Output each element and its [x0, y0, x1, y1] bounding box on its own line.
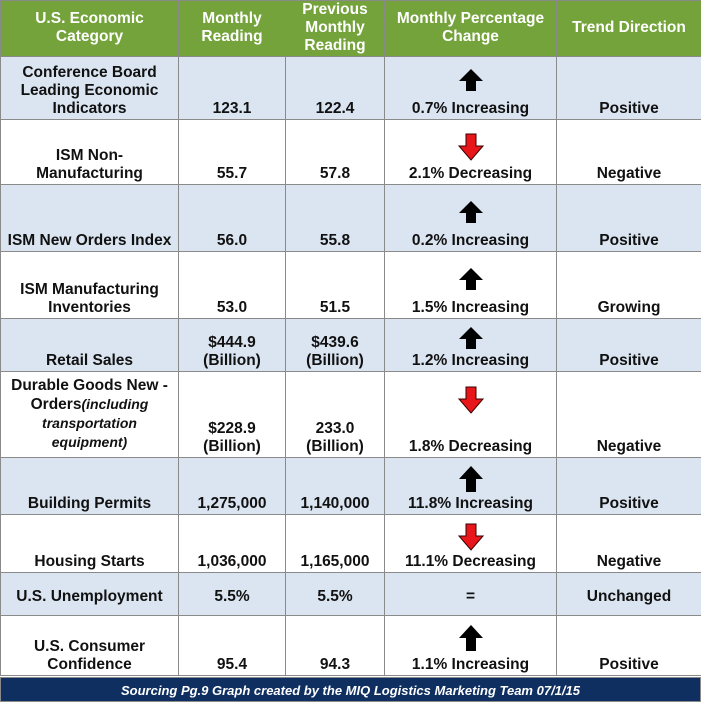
- change-text: 1.1% Increasing: [412, 656, 529, 673]
- change-cell: 0.7% Increasing: [385, 57, 557, 120]
- category-cell: U.S. Unemployment: [1, 573, 179, 616]
- change-text: 1.5% Increasing: [412, 299, 529, 316]
- footer-credit: Sourcing Pg.9 Graph created by the MIQ L…: [0, 677, 701, 702]
- table-row: Housing Starts 1,036,000 1,165,000 11.1%…: [1, 515, 701, 573]
- change-cell: 1.5% Increasing: [385, 252, 557, 319]
- monthly-cell: 55.7: [179, 120, 286, 185]
- trend-cell: Negative: [557, 515, 701, 573]
- monthly-cell: 53.0: [179, 252, 286, 319]
- change-cell: 1.2% Increasing: [385, 319, 557, 372]
- trend-cell: Unchanged: [557, 573, 701, 616]
- monthly-cell: 1,036,000: [179, 515, 286, 573]
- header-trend-direction: Trend Direction: [557, 1, 701, 57]
- category-cell: Housing Starts: [1, 515, 179, 573]
- down-arrow-icon: [387, 131, 554, 165]
- previous-cell: 51.5: [286, 252, 385, 319]
- category-cell: ISM New Orders Index: [1, 185, 179, 252]
- change-text: 2.1% Decreasing: [409, 165, 532, 182]
- previous-cell: 55.8: [286, 185, 385, 252]
- change-text: 0.7% Increasing: [412, 100, 529, 117]
- previous-cell: 57.8: [286, 120, 385, 185]
- change-cell: 0.2% Increasing: [385, 185, 557, 252]
- monthly-value: $444.9: [208, 334, 255, 351]
- monthly-cell: 1,275,000: [179, 458, 286, 515]
- trend-cell: Positive: [557, 319, 701, 372]
- up-arrow-icon: [387, 198, 554, 232]
- change-text: 0.2% Increasing: [412, 232, 529, 249]
- up-arrow-icon: [387, 324, 554, 352]
- trend-cell: Negative: [557, 120, 701, 185]
- trend-cell: Negative: [557, 372, 701, 458]
- table-row: ISM Non-Manufacturing 55.7 57.8 2.1% Dec…: [1, 120, 701, 185]
- previous-cell: 233.0 (Billion): [286, 372, 385, 458]
- change-cell: =: [385, 573, 557, 616]
- monthly-cell: $444.9 (Billion): [179, 319, 286, 372]
- change-cell: 2.1% Decreasing: [385, 120, 557, 185]
- header-category: U.S. Economic Category: [1, 1, 179, 57]
- monthly-cell: $228.9 (Billion): [179, 372, 286, 458]
- category-cell: Retail Sales: [1, 319, 179, 372]
- header-monthly-reading: Monthly Reading: [179, 1, 286, 57]
- header-row: U.S. Economic Category Monthly Reading P…: [1, 1, 701, 57]
- previous-unit: (Billion): [306, 438, 364, 455]
- monthly-cell: 56.0: [179, 185, 286, 252]
- previous-value: 233.0: [316, 420, 355, 437]
- up-arrow-icon: [387, 622, 554, 656]
- previous-value: $439.6: [311, 334, 358, 351]
- category-cell: U.S. Consumer Confidence: [1, 616, 179, 676]
- table-row: Durable Goods New -Orders(including tran…: [1, 372, 701, 458]
- down-arrow-icon: [387, 521, 554, 553]
- previous-cell: 94.3: [286, 616, 385, 676]
- change-cell: 11.1% Decreasing: [385, 515, 557, 573]
- category-cell: Durable Goods New -Orders(including tran…: [1, 372, 179, 458]
- header-previous-reading: Previous Monthly Reading: [286, 1, 385, 57]
- category-cell: Conference Board Leading Economic Indica…: [1, 57, 179, 120]
- category-cell: Building Permits: [1, 458, 179, 515]
- change-text: 1.8% Decreasing: [409, 438, 532, 455]
- trend-cell: Growing: [557, 252, 701, 319]
- table-row: U.S. Consumer Confidence 95.4 94.3 1.1% …: [1, 616, 701, 676]
- change-cell: 1.8% Decreasing: [385, 372, 557, 458]
- up-arrow-icon: [387, 265, 554, 299]
- down-arrow-icon: [387, 386, 554, 438]
- table-row: Conference Board Leading Economic Indica…: [1, 57, 701, 120]
- economic-indicators-table: U.S. Economic Category Monthly Reading P…: [0, 0, 701, 676]
- previous-unit: (Billion): [306, 352, 364, 369]
- change-text: 1.2% Increasing: [412, 352, 529, 369]
- change-text: 11.1% Decreasing: [405, 553, 536, 570]
- table-row: U.S. Unemployment 5.5% 5.5% = Unchanged: [1, 573, 701, 616]
- trend-cell: Positive: [557, 616, 701, 676]
- monthly-unit: (Billion): [203, 352, 261, 369]
- category-cell: ISM Manufacturing Inventories: [1, 252, 179, 319]
- table-row: ISM Manufacturing Inventories 53.0 51.5 …: [1, 252, 701, 319]
- monthly-cell: 95.4: [179, 616, 286, 676]
- change-cell: 11.8% Increasing: [385, 458, 557, 515]
- up-arrow-icon: [387, 463, 554, 495]
- monthly-unit: (Billion): [203, 438, 261, 455]
- previous-cell: $439.6 (Billion): [286, 319, 385, 372]
- up-arrow-icon: [387, 66, 554, 100]
- table-row: Retail Sales $444.9 (Billion) $439.6 (Bi…: [1, 319, 701, 372]
- previous-cell: 5.5%: [286, 573, 385, 616]
- trend-cell: Positive: [557, 57, 701, 120]
- table-row: Building Permits 1,275,000 1,140,000 11.…: [1, 458, 701, 515]
- monthly-cell: 5.5%: [179, 573, 286, 616]
- previous-cell: 1,165,000: [286, 515, 385, 573]
- trend-cell: Positive: [557, 185, 701, 252]
- monthly-cell: 123.1: [179, 57, 286, 120]
- monthly-value: $228.9: [208, 420, 255, 437]
- previous-cell: 1,140,000: [286, 458, 385, 515]
- table-row: ISM New Orders Index 56.0 55.8 0.2% Incr…: [1, 185, 701, 252]
- category-cell: ISM Non-Manufacturing: [1, 120, 179, 185]
- previous-cell: 122.4: [286, 57, 385, 120]
- trend-cell: Positive: [557, 458, 701, 515]
- change-text: 11.8% Increasing: [408, 495, 533, 512]
- change-cell: 1.1% Increasing: [385, 616, 557, 676]
- header-percentage-change: Monthly Percentage Change: [385, 1, 557, 57]
